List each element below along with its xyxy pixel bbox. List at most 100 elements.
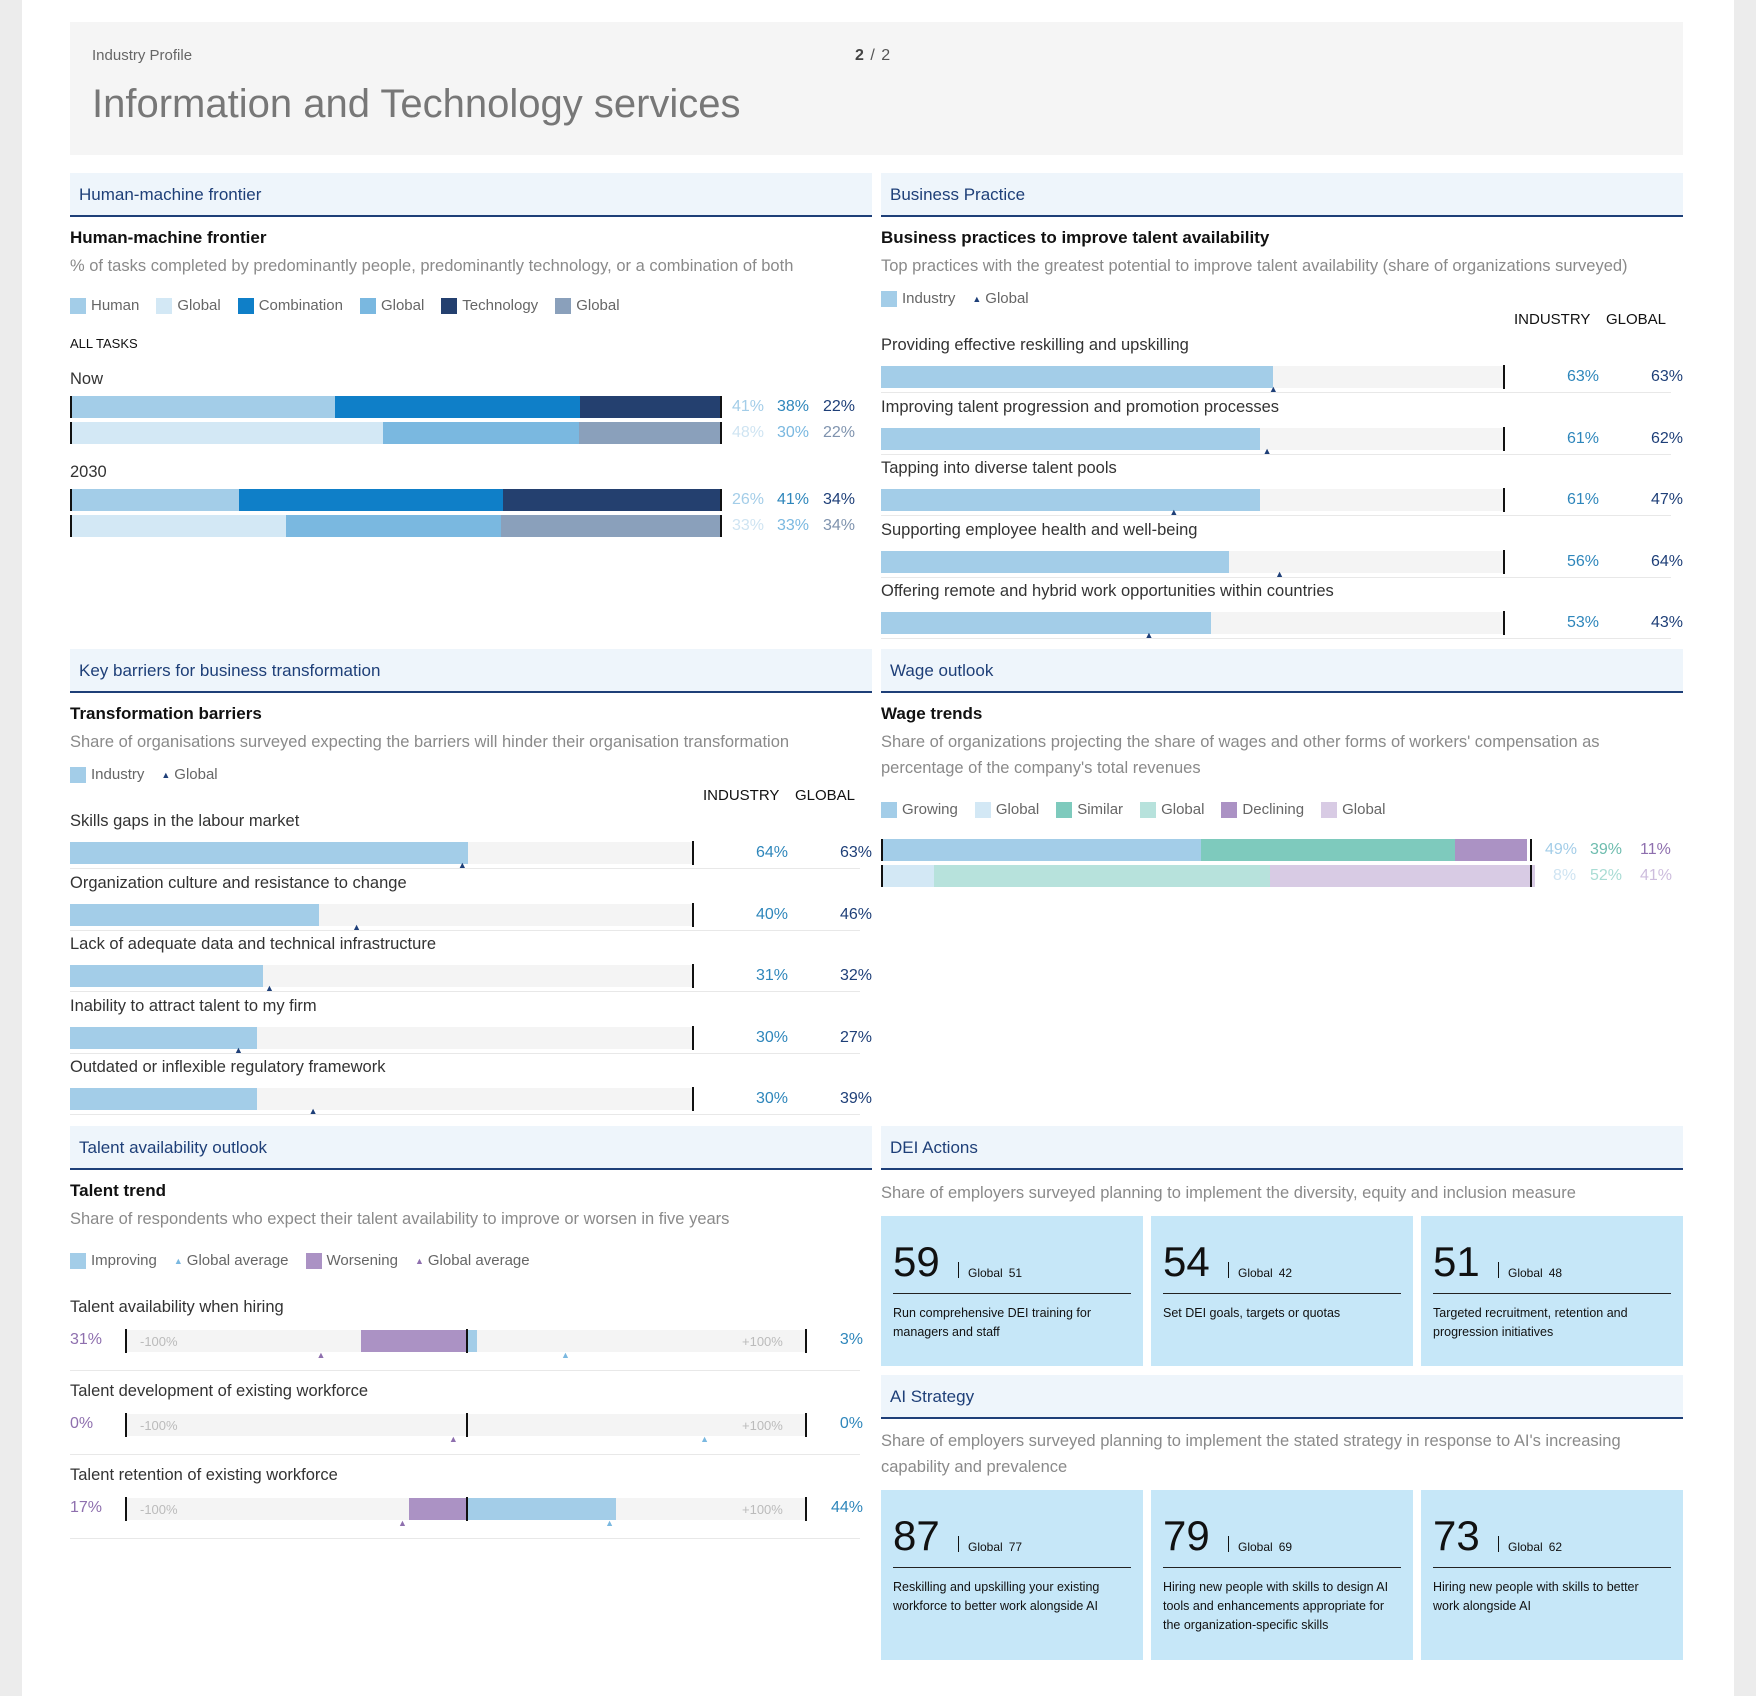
axis-line	[881, 839, 883, 861]
legend-wo: Growing Global Similar Global Declining …	[881, 801, 1402, 818]
axis-line	[70, 489, 72, 511]
industry-bar	[881, 366, 1273, 388]
legend-kb: Industry ▲ Global	[70, 766, 235, 783]
value-label: 41%	[732, 398, 765, 415]
legend-item: Technology	[441, 297, 538, 314]
card-global-value: 48	[1548, 1266, 1563, 1280]
card-global-value: 77	[1008, 1540, 1023, 1554]
improving-bar	[466, 1498, 616, 1520]
page-total: 2	[881, 47, 892, 64]
section-header-wo: Wage outlook	[881, 649, 1683, 693]
axis-max-label: +100%	[742, 1502, 783, 1517]
card-global-label: Global	[968, 1540, 1003, 1554]
industry-bar	[70, 965, 263, 987]
global-value: 62%	[1650, 429, 1684, 447]
card-global-value: 51	[1008, 1266, 1023, 1280]
bar-segment	[580, 396, 722, 418]
axis-end-line	[805, 1413, 807, 1437]
row-separator	[881, 392, 1671, 393]
end-line	[720, 396, 722, 418]
legend-item: Global	[1140, 801, 1204, 818]
end-line	[720, 515, 722, 537]
row-label: Improving talent progression and promoti…	[881, 397, 1280, 416]
card-rule	[1433, 1293, 1671, 1294]
industry-value: 31%	[755, 967, 789, 984]
value-label: 30%	[777, 424, 810, 441]
dei-desc: Share of employers surveyed planning to …	[881, 1184, 1576, 1202]
global-marker: ▲	[352, 921, 362, 932]
column-header-industry: INDUSTRY	[1514, 311, 1591, 328]
section-title: Human-machine frontier	[79, 185, 262, 204]
legend-item: Industry	[70, 766, 144, 783]
improving-value: 0%	[839, 1415, 863, 1432]
chart-title-wo: Wage trends	[881, 704, 983, 723]
legend-item: Industry	[881, 290, 955, 307]
metric-card: 79 Global 69 Hiring new people with skills …	[1151, 1490, 1413, 1660]
value-label: 26%	[732, 491, 765, 508]
card-global-value: 62	[1548, 1540, 1563, 1554]
card-rule	[893, 1293, 1131, 1294]
industry-value: 56%	[1566, 552, 1600, 570]
row-label: Inability to attract talent to my firm	[70, 996, 317, 1015]
improving-value: 44%	[830, 1499, 863, 1516]
row-separator	[881, 638, 1671, 639]
global-marker: ▲	[308, 1106, 318, 1116]
industry-value: 53%	[1566, 614, 1600, 631]
page-current: 2	[855, 47, 865, 64]
global-marker: ▲	[233, 1044, 243, 1055]
legend-item: ▲ Global	[161, 766, 218, 783]
improving-bar	[466, 1330, 477, 1352]
axis-min-label: -100%	[140, 1418, 178, 1433]
card-global: Global 48	[1508, 1266, 1562, 1280]
global-worsening-marker: ▲	[316, 1350, 326, 1360]
column-header-global: GLOBAL	[795, 787, 856, 804]
card-value: 73	[1433, 1512, 1480, 1559]
metric-card: 87 Global 77 Reskilling and upskilling your…	[881, 1490, 1143, 1660]
card-value: 59	[893, 1238, 940, 1285]
card-value: 87	[893, 1512, 940, 1559]
chart-desc-hmf: % of tasks completed by predominantly pe…	[70, 257, 794, 275]
value-label: 41%	[1640, 867, 1673, 884]
page-indicator: 2 / 2	[855, 47, 891, 65]
legend-item: ▲ Global average	[173, 1252, 289, 1269]
row-separator	[70, 929, 860, 931]
metric-card: 54 Global 42 Set DEI goals, targets or quot…	[1151, 1216, 1413, 1366]
legend-hmf: Human Global Combination Global Technolo…	[70, 297, 637, 314]
center-line	[465, 1329, 468, 1353]
section-header-kb: Key barriers for business transformation	[70, 649, 872, 693]
bar-segment	[71, 515, 286, 537]
legend-item: Combination	[237, 297, 343, 314]
worsening-bar	[361, 1330, 467, 1352]
industry-bar	[70, 903, 319, 926]
section-title: Wage outlook	[890, 661, 994, 680]
card-text: Hiring new people with skills to better …	[1433, 1580, 1639, 1613]
bar-segment	[71, 489, 239, 511]
center-line	[465, 1497, 468, 1521]
row-label: Lack of adequate data and technical infr…	[70, 935, 436, 953]
chart-title-ta: Talent trend	[70, 1181, 167, 1200]
section-header-hmf: Human-machine frontier	[70, 173, 872, 217]
bar-segment	[578, 422, 722, 444]
industry-value: 61%	[1566, 491, 1600, 508]
end-line	[720, 422, 722, 444]
row-separator	[881, 515, 1671, 516]
industry-bar	[881, 550, 1230, 573]
chart-desc-kb: Share of organisations surveyed expectin…	[70, 733, 790, 751]
center-line	[465, 1413, 468, 1437]
industry-value: 40%	[755, 905, 789, 923]
card-divider	[1498, 1536, 1499, 1552]
bar-segment	[1455, 839, 1527, 861]
industry-bar	[881, 427, 1261, 450]
metric-card: 59 Global 51 Run comprehensive DEI training…	[881, 1216, 1143, 1366]
industry-value: 64%	[755, 844, 789, 861]
global-value: 63%	[839, 844, 873, 861]
value-label: 48%	[732, 424, 765, 441]
axis-line	[881, 865, 883, 887]
legend-item: Global	[974, 801, 1039, 818]
legend-bp: Industry ▲ Global	[881, 290, 1046, 307]
card-divider	[1228, 1262, 1229, 1278]
value-label: 39%	[1590, 841, 1623, 858]
card-global-label: Global	[1238, 1540, 1273, 1554]
industry-bar	[70, 842, 469, 864]
global-value: 64%	[1650, 552, 1684, 570]
